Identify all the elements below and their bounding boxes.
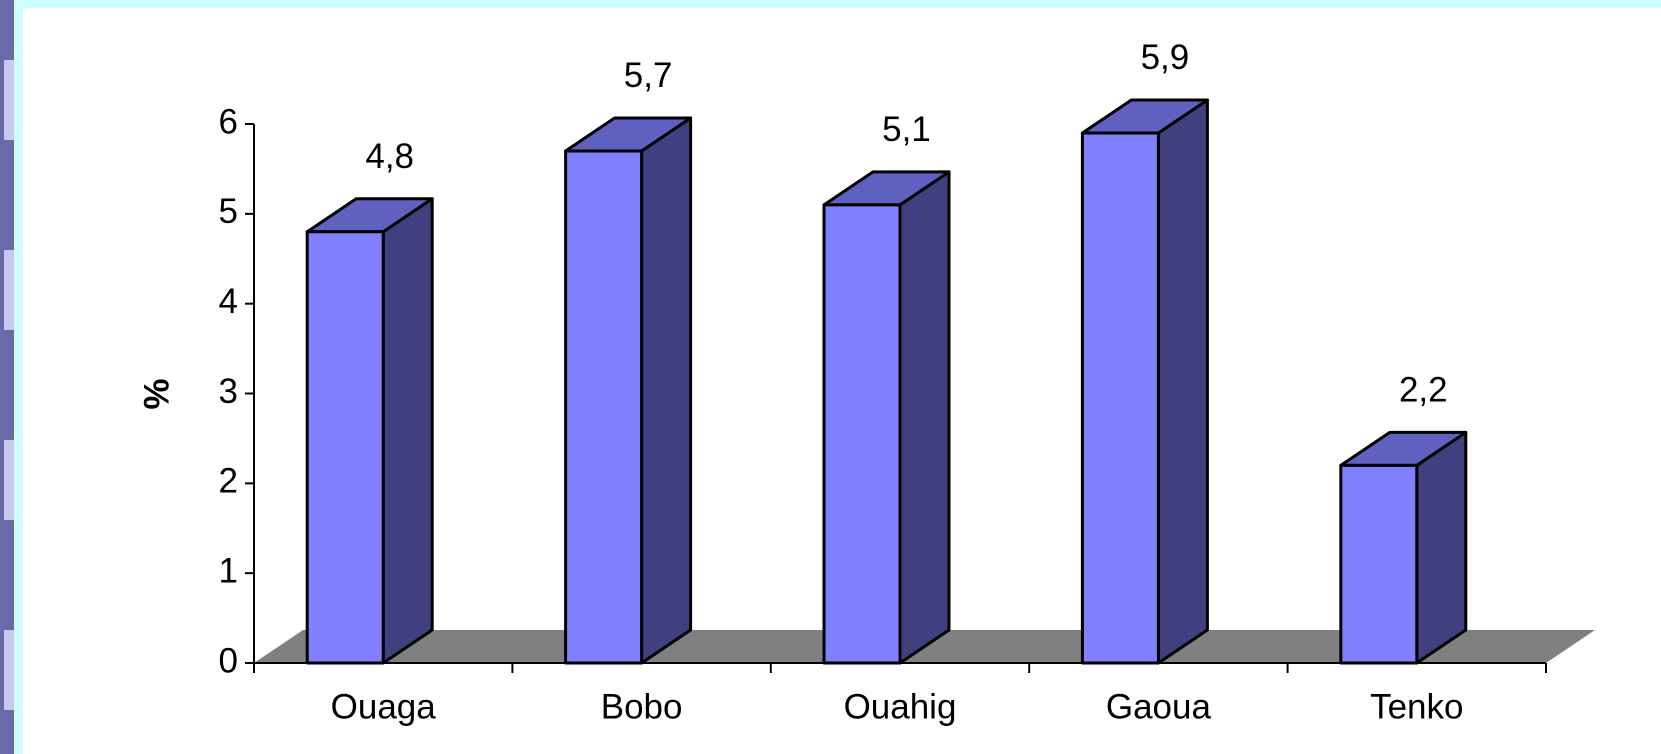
x-tick-label: Ouahig: [844, 687, 957, 726]
decor-block: [4, 440, 14, 520]
bar-side: [640, 116, 693, 665]
bar-side: [1156, 98, 1209, 665]
y-axis-label: %: [137, 378, 176, 409]
bar-front: [305, 230, 385, 665]
bar: [1339, 430, 1468, 665]
bar-front: [1080, 131, 1160, 665]
x-tick-label: Ouaga: [331, 687, 437, 726]
bar: [1080, 98, 1209, 665]
bar-side: [898, 170, 951, 665]
bar-front: [1339, 463, 1419, 665]
bar-front: [822, 203, 902, 665]
bar: [305, 197, 434, 665]
bar-side: [1415, 430, 1468, 665]
y-tick-label: 2: [219, 462, 238, 501]
bar: [564, 116, 693, 665]
value-label: 2,2: [1399, 371, 1448, 410]
y-tick-label: 1: [219, 551, 238, 590]
value-label: 4,8: [365, 137, 414, 176]
decor-block: [4, 60, 14, 140]
x-tick-label: Gaoua: [1106, 687, 1212, 726]
left-decoration: [0, 0, 14, 754]
y-tick-label: 0: [219, 641, 238, 680]
decor-strip: [0, 0, 14, 754]
value-label: 5,1: [882, 110, 931, 149]
value-label: 5,7: [624, 56, 673, 95]
y-tick-label: 3: [219, 372, 238, 411]
value-label: 5,9: [1141, 38, 1190, 77]
y-tick-label: 5: [219, 192, 238, 231]
bar-side: [381, 197, 434, 665]
y-tick-label: 6: [219, 102, 238, 141]
y-tick-label: 4: [219, 282, 238, 321]
x-tick-label: Bobo: [601, 687, 683, 726]
x-tick-label: Tenko: [1370, 687, 1463, 726]
bar: [822, 170, 951, 665]
bar-front: [564, 149, 644, 665]
decor-block: [4, 630, 14, 710]
decor-block: [4, 250, 14, 330]
